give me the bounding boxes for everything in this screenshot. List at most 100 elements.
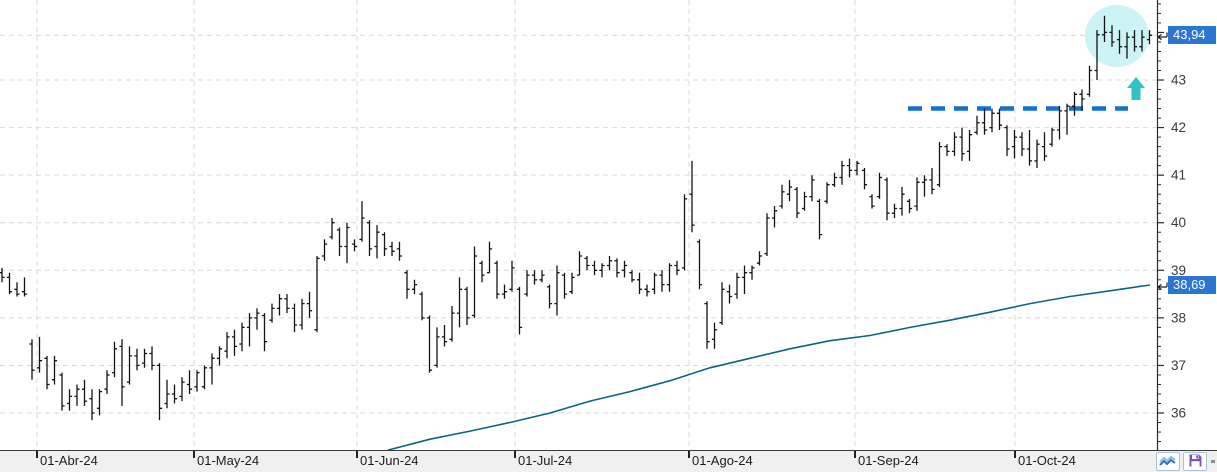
price-bar: [1094, 30, 1100, 80]
price-bar: [666, 263, 673, 292]
price-bar: [404, 270, 410, 299]
price-bar: [966, 130, 973, 161]
price-bar: [1056, 106, 1063, 140]
ohlc-bars: [0, 15, 1153, 421]
moving-average-line[interactable]: [387, 284, 1151, 451]
month-label: 01-Sep-24: [858, 453, 919, 468]
price-bar: [21, 277, 28, 297]
price-bar: [996, 108, 1003, 130]
price-bar: [651, 272, 658, 295]
price-bar: [1034, 139, 1040, 168]
price-bar: [1041, 132, 1048, 161]
month-tick: [854, 451, 856, 458]
price-bar: [0, 267, 5, 283]
price-bar: [839, 160, 845, 185]
price-bar: [876, 172, 883, 199]
price-bar: [6, 272, 13, 295]
price-bar: [164, 379, 170, 409]
ma-price-pointer-icon: [1157, 279, 1169, 291]
price-bar: [921, 175, 928, 197]
price-bar: [899, 187, 905, 216]
price-tick-label: 41: [1171, 168, 1186, 183]
price-bar: [1079, 89, 1085, 111]
price-bar: [1049, 127, 1055, 147]
ma-value-label: 38,69: [1168, 276, 1216, 295]
price-bar: [81, 379, 88, 406]
price-bar: [29, 339, 35, 380]
price-bar: [14, 282, 20, 297]
price-bar: [321, 239, 328, 261]
cut-off-icon: [1211, 460, 1215, 463]
price-bar: [636, 272, 643, 295]
month-tick: [36, 451, 38, 458]
price-bar: [179, 377, 185, 402]
price-bar: [216, 346, 223, 366]
price-bar: [989, 108, 995, 133]
zigzag-compare-icon: [1159, 454, 1177, 470]
price-bar: [644, 284, 650, 297]
price-bar: [554, 265, 560, 316]
price-bar: [186, 370, 193, 394]
time-axis: 01-Abr-24 01-May-24 01-Jun-24 01-Jul-24 01-A…: [0, 450, 1217, 472]
price-bar: [1131, 30, 1138, 52]
price-bar: [426, 315, 433, 373]
price-bar: [584, 256, 590, 271]
zigzag-compare-button[interactable]: [1156, 452, 1180, 471]
price-bar: [299, 298, 305, 330]
chart-toolbar: [1156, 452, 1215, 471]
price-bar: [1124, 32, 1130, 59]
price-bar: [951, 132, 958, 157]
price-bar: [254, 308, 260, 330]
price-bar: [861, 168, 868, 190]
month-label: 01-Abr-24: [40, 453, 98, 468]
month-label: 01-Oct-24: [1018, 453, 1076, 468]
price-bar: [111, 341, 118, 378]
price-bar: [134, 348, 140, 371]
price-bar: [1146, 30, 1153, 45]
gridlines: [0, 0, 1157, 450]
price-bar: [366, 220, 373, 256]
price-bar: [336, 227, 343, 256]
price-bar: [119, 339, 125, 406]
price-bar: [531, 270, 538, 285]
price-bar: [359, 201, 365, 242]
price-bar: [756, 251, 763, 266]
month-tick: [193, 451, 195, 458]
price-bar: [846, 158, 853, 178]
floppy-save-icon: [1188, 453, 1203, 471]
price-bar: [231, 329, 238, 356]
price-bar: [329, 218, 335, 240]
price-bar: [344, 222, 350, 264]
price-tick-label: 43: [1171, 73, 1186, 88]
price-bar: [764, 213, 770, 256]
price-tick-label: 38: [1171, 310, 1186, 325]
price-bar: [944, 144, 950, 157]
price-bar: [471, 246, 478, 318]
price-bar: [749, 265, 755, 280]
price-bar: [831, 172, 838, 187]
price-bar: [681, 194, 688, 271]
buy-signal-arrow: [1127, 77, 1145, 100]
save-button[interactable]: [1183, 452, 1207, 471]
price-bar: [291, 303, 298, 333]
price-bar: [456, 277, 463, 328]
price-bar: [381, 232, 388, 256]
price-bar: [719, 282, 725, 325]
price-bar: [794, 187, 800, 218]
last-price-pointer-icon: [1157, 29, 1169, 41]
price-bar: [396, 241, 403, 261]
last-price-label: 43,94: [1168, 26, 1216, 45]
price-bar: [449, 306, 455, 342]
price-bar: [314, 256, 320, 333]
price-bar: [351, 239, 358, 252]
price-bar: [606, 256, 613, 271]
price-bar: [149, 346, 155, 371]
price-bar: [201, 365, 208, 390]
price-bar: [824, 182, 830, 204]
price-bar: [734, 272, 740, 299]
price-bar: [194, 370, 200, 392]
price-tick-label: 40: [1171, 215, 1186, 230]
price-bar: [1101, 15, 1108, 42]
